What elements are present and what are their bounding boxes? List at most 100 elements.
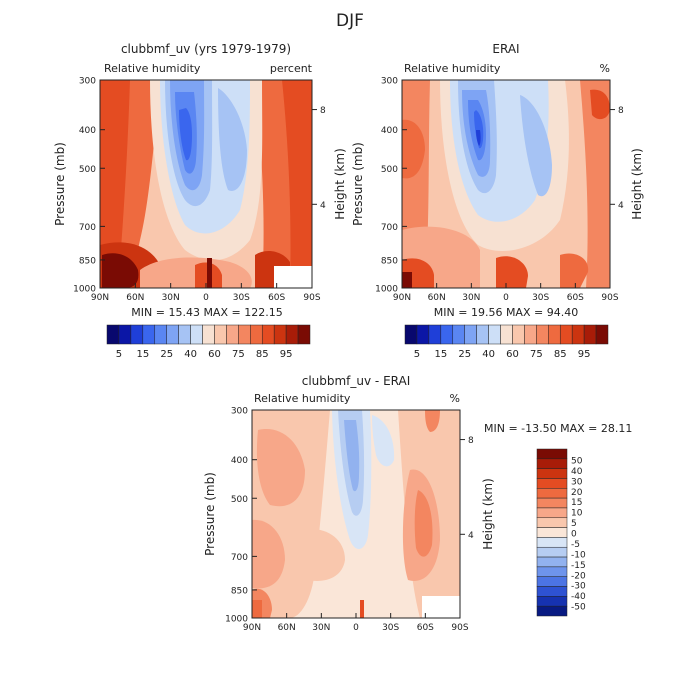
colorbar-label: -10 — [571, 550, 586, 560]
y-tick-label: 500 — [231, 495, 248, 505]
min-max-stats: MIN = 15.43 MAX = 122.15 — [131, 306, 282, 319]
colorbar-swatch — [106, 324, 120, 345]
colorbar-swatch — [202, 324, 215, 345]
colorbar-swatch — [536, 468, 568, 479]
x-tick-label: 30N — [462, 293, 480, 303]
colorbar-label: 40 — [184, 349, 197, 360]
heatmap-field — [100, 80, 312, 288]
x-tick-label: 0 — [503, 293, 509, 303]
y-tick-label: 500 — [79, 165, 96, 175]
colorbar: 5 15 25 40 60 75 85 95 — [106, 324, 311, 360]
figure-title: DJF — [336, 11, 364, 31]
x-tick-label: 30S — [382, 623, 399, 633]
x-tick-label: 90N — [243, 623, 261, 633]
y-right-axis-label: Height (km) — [333, 148, 347, 219]
y-tick-label: 1000 — [375, 285, 398, 295]
panel-difference: clubbmf_uv - ERAI Relative humidity % 30… — [203, 374, 632, 633]
colorbar-label: 20 — [571, 488, 583, 498]
colorbar-swatch — [595, 324, 609, 345]
colorbar-swatch — [500, 324, 513, 345]
colorbar-swatch — [238, 324, 251, 345]
colorbar-swatch — [559, 324, 573, 345]
x-tick-label: 30N — [312, 623, 330, 633]
panel-subtitle-left: Relative humidity — [404, 62, 501, 75]
colorbar-swatch — [297, 324, 311, 345]
panel-subtitle-right: % — [450, 392, 460, 405]
panel-subtitle-right: percent — [270, 62, 313, 75]
x-tick-label: 0 — [353, 623, 359, 633]
x-tick-label: 60N — [278, 623, 296, 633]
y-tick-label: 300 — [231, 407, 248, 417]
y-tick-label: 400 — [381, 126, 398, 136]
colorbar-label: 15 — [136, 349, 149, 360]
y-axis-label: Pressure (mb) — [351, 142, 365, 226]
y-tick-label: 700 — [79, 223, 96, 233]
x-tick-label: 60S — [417, 623, 434, 633]
colorbar-label: 25 — [160, 349, 173, 360]
colorbar-label: -40 — [571, 592, 586, 602]
y-tick-label: 700 — [381, 223, 398, 233]
colorbar-swatch — [452, 324, 465, 345]
panel-title: ERAI — [492, 42, 519, 56]
colorbar-swatch — [536, 324, 549, 345]
y-right-tick-label: 8 — [618, 106, 624, 116]
colorbar-label: 95 — [280, 349, 293, 360]
colorbar-swatch — [166, 324, 179, 345]
y-right-axis-label: Height (km) — [481, 478, 495, 549]
x-tick-label: 0 — [203, 293, 209, 303]
colorbar-label: 40 — [482, 349, 495, 360]
colorbar-swatch — [536, 458, 568, 469]
colorbar-swatch — [536, 537, 568, 548]
colorbar-swatch — [571, 324, 585, 345]
panel-subtitle-left: Relative humidity — [254, 392, 351, 405]
y-right-tick-label: 4 — [320, 201, 326, 211]
x-tick-label: 30S — [233, 293, 250, 303]
missing-data-patch — [422, 596, 460, 618]
colorbar-label: 15 — [571, 498, 582, 508]
colorbar-swatch — [118, 324, 132, 345]
colorbar-swatch — [536, 576, 568, 587]
x-tick-label: 90N — [91, 293, 109, 303]
colorbar-label: -50 — [571, 603, 586, 613]
y-right-tick-label: 4 — [618, 201, 624, 211]
colorbar-label: 40 — [571, 467, 583, 477]
heatmap-field — [402, 80, 610, 288]
missing-data-patch — [274, 266, 312, 288]
y-tick-label: 300 — [381, 77, 398, 87]
colorbar-label: 60 — [506, 349, 519, 360]
colorbar-swatch — [130, 324, 144, 345]
x-tick-label: 60N — [126, 293, 144, 303]
y-tick-label: 400 — [79, 126, 96, 136]
y-tick-label: 1000 — [225, 615, 248, 625]
colorbar-swatch — [440, 324, 454, 345]
y-tick-label: 1000 — [73, 285, 96, 295]
colorbar-swatch — [154, 324, 167, 345]
colorbar-label: 10 — [571, 509, 583, 519]
heatmap-field — [252, 410, 460, 618]
colorbar-label: 5 — [571, 519, 577, 529]
colorbar-label: 95 — [578, 349, 591, 360]
colorbar-swatch — [536, 596, 568, 607]
y-axis-label: Pressure (mb) — [53, 142, 67, 226]
colorbar-label: -15 — [571, 561, 586, 571]
y-axis-label: Pressure (mb) — [203, 472, 217, 556]
colorbar-swatch — [464, 324, 477, 345]
colorbar-label: 85 — [554, 349, 567, 360]
colorbar-swatch — [416, 324, 430, 345]
panel-subtitle-left: Relative humidity — [104, 62, 201, 75]
panel-title: clubbmf_uv - ERAI — [302, 374, 411, 388]
colorbar-label: 60 — [208, 349, 221, 360]
colorbar-swatch — [273, 324, 287, 345]
colorbar-swatch — [285, 324, 299, 345]
x-tick-label: 60S — [268, 293, 285, 303]
colorbar-swatch — [250, 324, 263, 345]
colorbar-swatch — [536, 586, 568, 597]
colorbar-label: 75 — [530, 349, 543, 360]
panel-subtitle-right: % — [600, 62, 610, 75]
y-right-tick-label: 8 — [468, 436, 474, 446]
colorbar-swatch — [536, 448, 568, 460]
x-tick-label: 30N — [162, 293, 180, 303]
colorbar-swatch — [178, 324, 191, 345]
